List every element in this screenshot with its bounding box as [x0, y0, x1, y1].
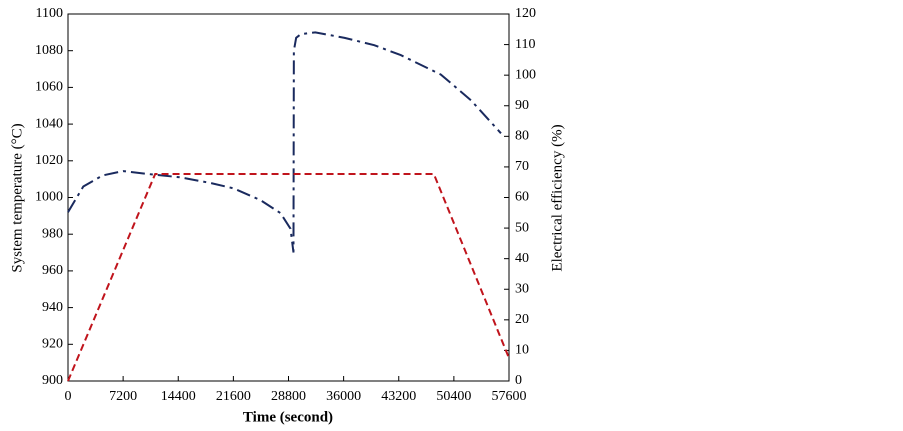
y-tick-label: 980 [42, 226, 63, 241]
y-tick-label: 960 [42, 263, 63, 278]
y2-tick-label: 10 [515, 343, 529, 358]
y2-tick-label: 30 [515, 281, 529, 296]
y-tick-label: 1040 [35, 116, 63, 131]
y-tick-label: 1020 [35, 153, 63, 168]
y2-tick-label: 0 [515, 373, 522, 388]
line-series [67, 172, 510, 382]
y2-axis-label: Electrical efficiency (%) [549, 124, 565, 271]
x-tick-label: 14400 [161, 389, 196, 404]
y2-tick-label: 90 [515, 98, 529, 113]
y-tick-label: 1060 [35, 80, 63, 95]
y2-tick-label: 40 [515, 251, 529, 266]
y-tick-label: 1100 [36, 6, 63, 21]
y-tick-label: 1080 [35, 43, 63, 58]
y2-tick-label: 60 [515, 190, 529, 205]
x-tick-label: 43200 [381, 389, 416, 404]
y2-tick-label: 70 [515, 159, 529, 174]
y2-tick-label: 50 [515, 220, 529, 235]
y-tick-label: 920 [42, 337, 63, 352]
y-tick-label: 1000 [35, 190, 63, 205]
y-axis-label: System temperature (°C) [9, 123, 25, 272]
x-axis-label: Time (second) [243, 409, 333, 425]
y2-tick-label: 100 [515, 67, 536, 82]
x-tick-label: 7200 [109, 389, 137, 404]
x-tick-label: 28800 [271, 389, 306, 404]
y2-tick-label: 20 [515, 312, 529, 327]
x-tick-label: 36000 [326, 389, 361, 404]
y2-tick-label: 80 [515, 129, 529, 144]
y-tick-label: 900 [42, 373, 63, 388]
y2-tick-label: 110 [515, 37, 535, 52]
x-tick-label: 57600 [492, 389, 527, 404]
y2-tick-label: 120 [515, 6, 536, 21]
line-series [67, 31, 502, 253]
y-tick-label: 940 [42, 300, 63, 315]
x-tick-label: 0 [65, 389, 72, 404]
x-tick-label: 50400 [436, 389, 471, 404]
x-tick-label: 21600 [216, 389, 251, 404]
